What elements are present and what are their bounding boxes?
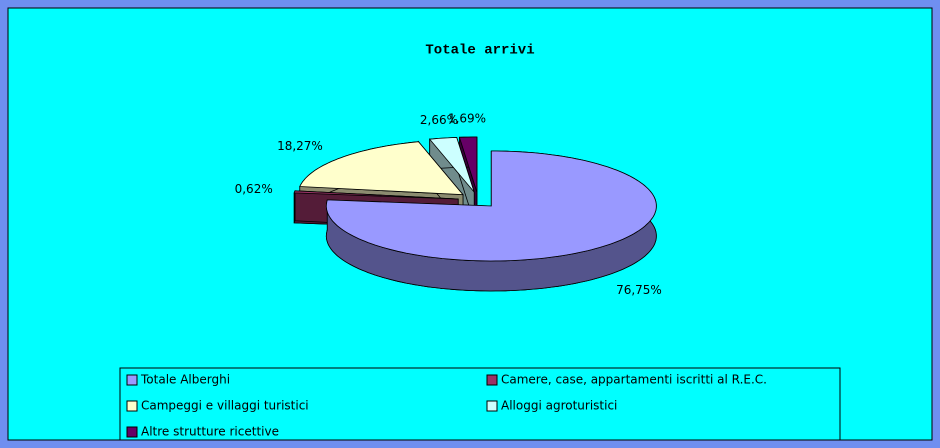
data-label: 18,27% — [277, 139, 323, 153]
data-label: 0,62% — [235, 182, 273, 196]
pie — [293, 136, 657, 292]
legend-label: Alloggi agroturistici — [501, 399, 617, 413]
legend-swatch — [126, 374, 138, 386]
legend-label: Campeggi e villaggi turistici — [141, 399, 309, 413]
pie-slice — [428, 137, 475, 193]
pie-slice — [458, 136, 478, 193]
legend-swatch — [126, 426, 138, 438]
data-label: 1,69% — [448, 112, 486, 126]
pie-slice — [325, 150, 657, 262]
legend — [119, 367, 841, 441]
legend-swatch — [126, 400, 138, 412]
chart-title: Totale arrivi — [425, 43, 534, 59]
legend-label: Totale Alberghi — [140, 373, 230, 387]
pie-slice — [293, 190, 459, 200]
pie-slice — [299, 141, 464, 196]
slice-wall — [293, 190, 296, 224]
data-label: 2,66% — [420, 113, 458, 127]
data-label: 76,75% — [616, 283, 662, 297]
legend-label: Altre strutture ricettive — [141, 425, 279, 439]
legend-label: Camere, case, appartamenti iscritti al R… — [501, 373, 767, 387]
legend-swatch — [486, 400, 498, 412]
legend-swatch — [486, 374, 498, 386]
